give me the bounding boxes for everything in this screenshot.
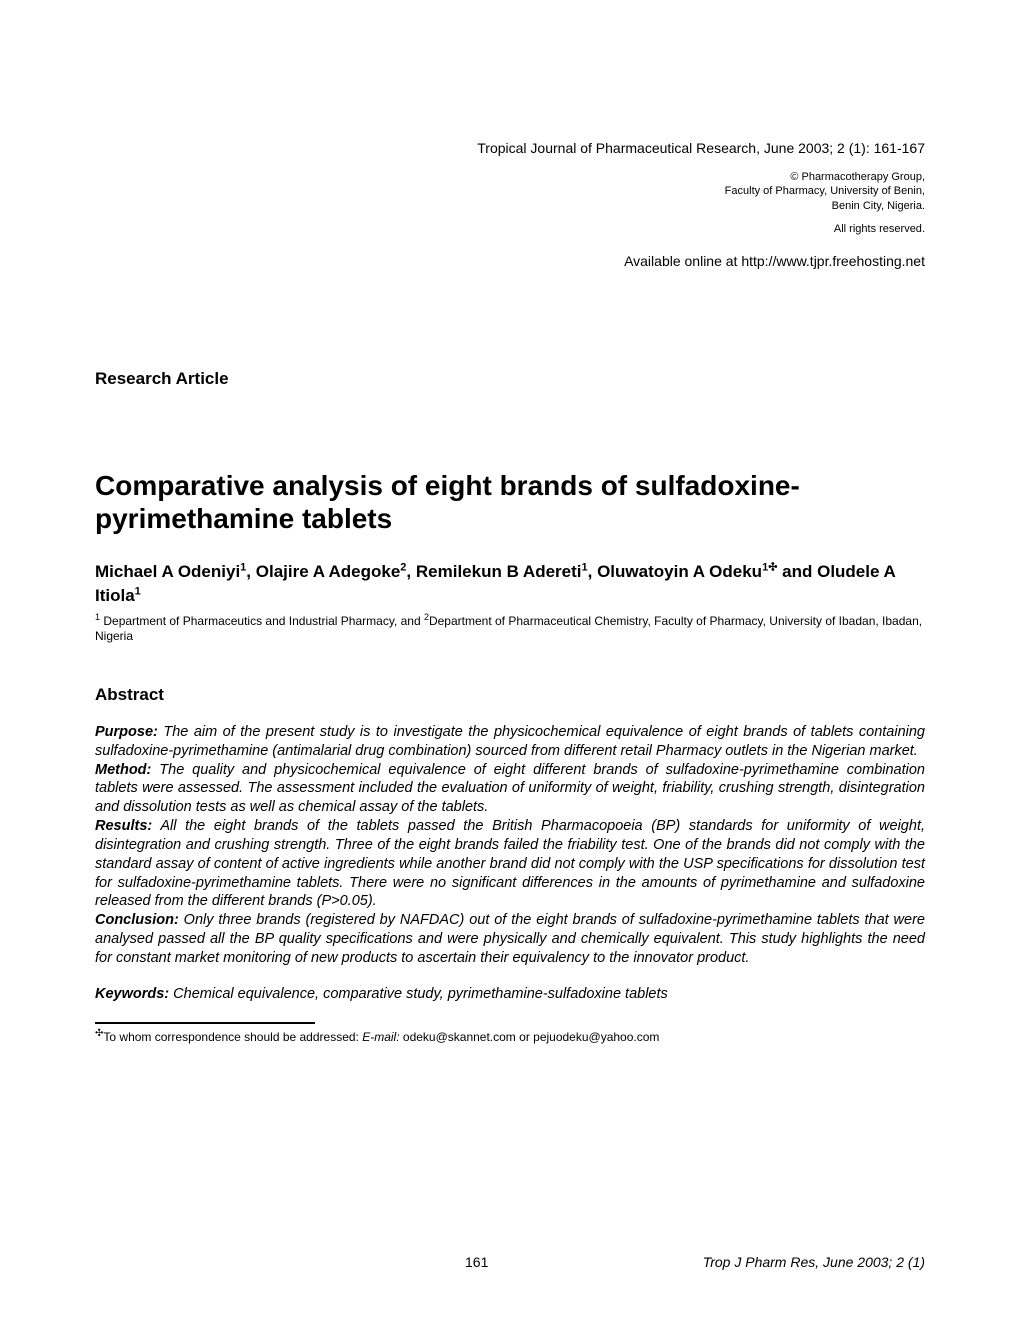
affil-part-1: Department of Pharmaceutics and Industri…	[100, 614, 424, 628]
page-footer: 161 Trop J Pharm Res, June 2003; 2 (1)	[95, 1254, 925, 1270]
article-type: Research Article	[95, 369, 925, 389]
footer-journal: Trop J Pharm Res, June 2003; 2 (1)	[703, 1254, 925, 1270]
conclusion-label: Conclusion:	[95, 912, 179, 928]
results-text: All the eight brands of the tablets pass…	[95, 818, 925, 909]
keywords-label: Keywords:	[95, 986, 169, 1002]
method-text: The quality and physicochemical equivale…	[95, 762, 925, 816]
conclusion-text: Only three brands (registered by NAFDAC)…	[95, 912, 925, 966]
affiliation: 1 Department of Pharmaceutics and Indust…	[95, 612, 925, 645]
keywords: Keywords: Chemical equivalence, comparat…	[95, 986, 925, 1002]
copyright-line-3: Benin City, Nigeria.	[275, 199, 925, 213]
abstract-body: Purpose: The aim of the present study is…	[95, 723, 925, 968]
keywords-text: Chemical equivalence, comparative study,…	[169, 986, 668, 1002]
footnote-rule	[95, 1022, 315, 1024]
page-number: 161	[465, 1254, 488, 1270]
footnote-text-2: odeku@skannet.com or pejuodeku@yahoo.com	[400, 1030, 660, 1044]
author-5-affil: 1	[135, 585, 141, 597]
results-label: Results:	[95, 818, 152, 834]
author-4: , Oluwatoyin A Odeku	[588, 562, 762, 581]
purpose-text: The aim of the present study is to inves…	[95, 724, 925, 759]
article-title: Comparative analysis of eight brands of …	[95, 469, 925, 536]
author-3: , Remilekun B Adereti	[406, 562, 581, 581]
abstract-heading: Abstract	[95, 685, 925, 705]
rights-reserved: All rights reserved.	[275, 223, 925, 235]
footnote: ✣To whom correspondence should be addres…	[95, 1028, 925, 1044]
method-label: Method:	[95, 762, 151, 778]
author-1: Michael A Odeniyi	[95, 562, 240, 581]
author-2: , Olajire A Adegoke	[246, 562, 400, 581]
footnote-email-label: E-mail:	[362, 1030, 399, 1044]
footnote-text-1: To whom correspondence should be address…	[103, 1030, 362, 1044]
purpose-label: Purpose:	[95, 724, 158, 740]
authors-list: Michael A Odeniyi1, Olajire A Adegoke2, …	[95, 560, 925, 608]
journal-citation: Tropical Journal of Pharmaceutical Resea…	[275, 140, 925, 156]
available-online: Available online at http://www.tjpr.free…	[275, 253, 925, 269]
copyright-line-2: Faculty of Pharmacy, University of Benin…	[275, 184, 925, 198]
copyright-line-1: © Pharmacotherapy Group,	[275, 170, 925, 184]
header-block: Tropical Journal of Pharmaceutical Resea…	[275, 140, 925, 269]
